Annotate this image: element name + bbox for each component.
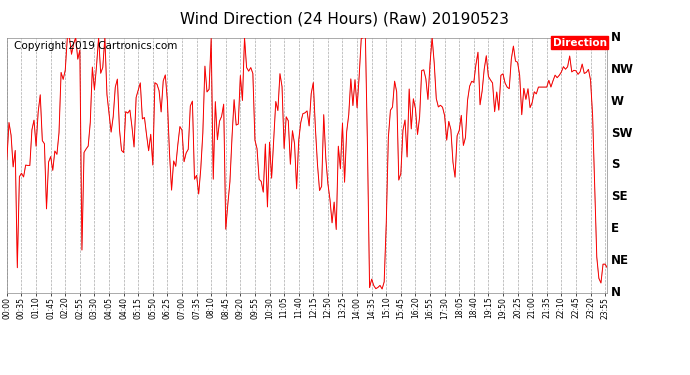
Text: N: N <box>611 31 620 44</box>
Text: NW: NW <box>611 63 633 76</box>
Text: Direction: Direction <box>553 38 607 48</box>
Text: N: N <box>611 286 620 299</box>
Text: E: E <box>611 222 619 235</box>
Text: S: S <box>611 159 619 171</box>
Text: Wind Direction (24 Hours) (Raw) 20190523: Wind Direction (24 Hours) (Raw) 20190523 <box>181 11 509 26</box>
Text: Copyright 2019 Cartronics.com: Copyright 2019 Cartronics.com <box>14 41 177 51</box>
Text: SE: SE <box>611 190 627 203</box>
Text: NE: NE <box>611 254 629 267</box>
Text: SW: SW <box>611 127 632 140</box>
Text: W: W <box>611 95 624 108</box>
